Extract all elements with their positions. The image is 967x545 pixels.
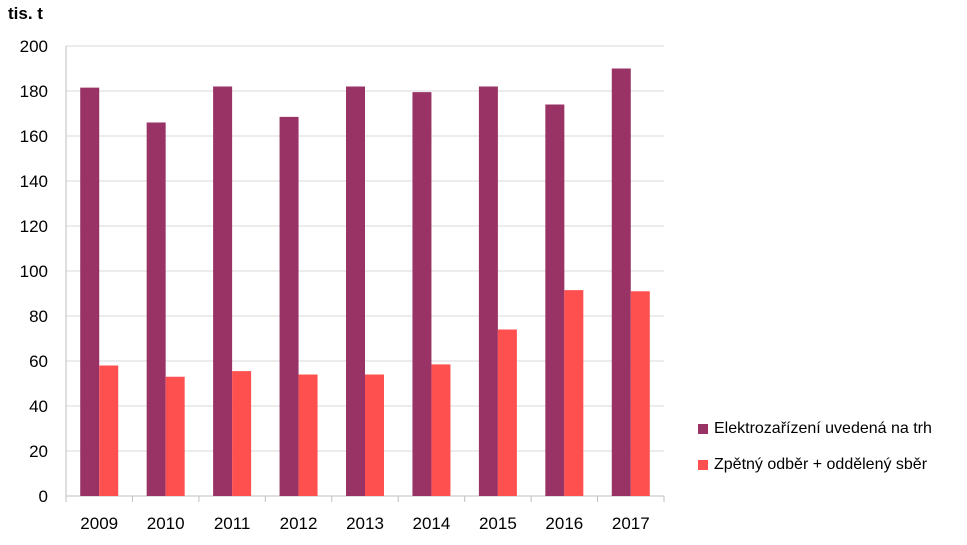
x-tick-label: 2015 — [479, 514, 517, 533]
y-tick-label: 40 — [29, 397, 48, 416]
legend-swatch-collection — [698, 460, 708, 470]
y-tick-label: 80 — [29, 307, 48, 326]
x-tick-label: 2016 — [545, 514, 583, 533]
y-tick-label: 100 — [20, 262, 48, 281]
bar-collection-2011 — [232, 371, 252, 496]
bar-market-2014 — [412, 92, 432, 496]
bar-market-2013 — [346, 86, 365, 496]
y-tick-label: 200 — [20, 37, 48, 56]
x-tick-label: 2009 — [80, 514, 118, 533]
bar-market-2011 — [213, 86, 233, 496]
bar-collection-2017 — [630, 291, 650, 496]
x-tick-label: 2017 — [612, 514, 650, 533]
x-tick-label: 2010 — [147, 514, 185, 533]
bar-market-2016 — [545, 104, 565, 496]
legend: Elektrozařízení uvedená na trh Zpětný od… — [698, 418, 932, 490]
y-tick-label: 60 — [29, 352, 48, 371]
bar-market-2015 — [478, 86, 498, 496]
x-tick-label: 2013 — [346, 514, 384, 533]
bar-market-2010 — [146, 122, 166, 496]
bar-collection-2013 — [365, 374, 384, 496]
y-tick-label: 160 — [20, 127, 48, 146]
bar-collection-2012 — [298, 374, 318, 496]
y-tick-label: 0 — [39, 487, 48, 506]
bar-collection-2010 — [165, 376, 185, 496]
y-tick-label: 140 — [20, 172, 48, 191]
y-tick-label: 20 — [29, 442, 48, 461]
bar-collection-2014 — [431, 364, 451, 496]
x-tick-label: 2011 — [214, 514, 251, 533]
bar-market-2009 — [80, 87, 100, 496]
bar-collection-2009 — [99, 365, 119, 496]
x-tick-label: 2012 — [280, 514, 318, 533]
y-tick-label: 120 — [20, 217, 48, 236]
x-tick-label: 2014 — [413, 514, 451, 533]
legend-label-market: Elektrozařízení uvedená na trh — [714, 420, 932, 437]
legend-item-collection: Zpětný odběr + oddělený sběr — [698, 454, 932, 476]
bar-collection-2015 — [497, 329, 517, 496]
legend-item-market: Elektrozařízení uvedená na trh — [698, 418, 932, 440]
bar-collection-2016 — [564, 290, 584, 496]
y-tick-label: 180 — [20, 82, 48, 101]
bar-market-2017 — [611, 68, 631, 496]
bar-market-2012 — [279, 116, 299, 496]
legend-label-collection: Zpětný odběr + oddělený sběr — [714, 456, 928, 473]
y-axis-unit-label: tis. t — [8, 4, 43, 23]
legend-swatch-market — [698, 424, 708, 434]
